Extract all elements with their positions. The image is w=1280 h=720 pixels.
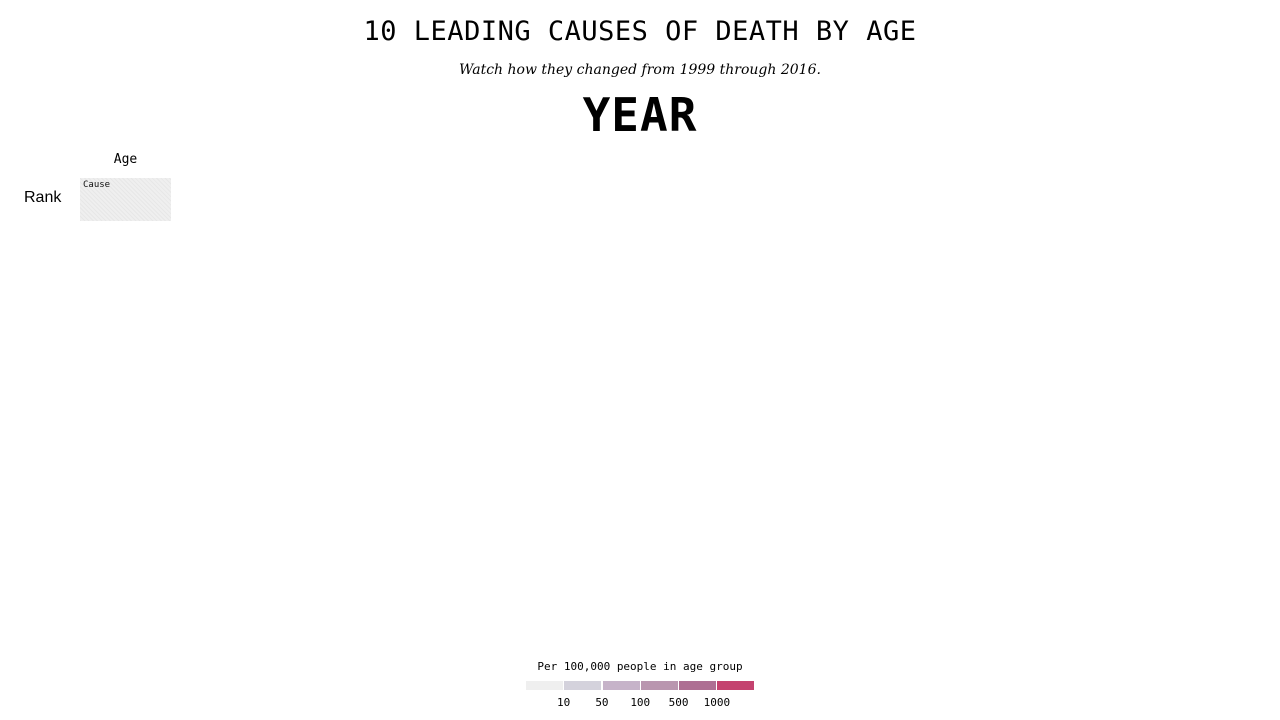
cause-cell: Cause [80, 178, 171, 221]
legend-tick: 10 [557, 696, 571, 709]
age-column-header: Age [113, 152, 138, 167]
legend-swatch [564, 681, 602, 690]
rank-row-header: Rank [24, 189, 62, 206]
chart-title: 10 LEADING CAUSES OF DEATH BY AGE [363, 16, 917, 47]
cause-cell-label: Cause [83, 180, 111, 190]
legend-tick: 100 [630, 696, 651, 709]
chart-subtitle: Watch how they changed from 1999 through… [459, 62, 821, 78]
legend-tick: 1000 [703, 696, 731, 709]
legend-swatch [640, 681, 678, 690]
year-label: YEAR [582, 88, 698, 142]
legend-swatch [717, 681, 755, 690]
legend-tick: 50 [595, 696, 609, 709]
legend-swatch [526, 681, 563, 690]
legend-title: Per 100,000 people in age group [537, 660, 743, 673]
legend-tick-labels: 10 50 100 500 1000 [0, 696, 1280, 710]
legend-swatch [602, 681, 640, 690]
legend-swatch [679, 681, 717, 690]
legend-tick: 500 [668, 696, 689, 709]
legend-color-scale [526, 681, 755, 690]
